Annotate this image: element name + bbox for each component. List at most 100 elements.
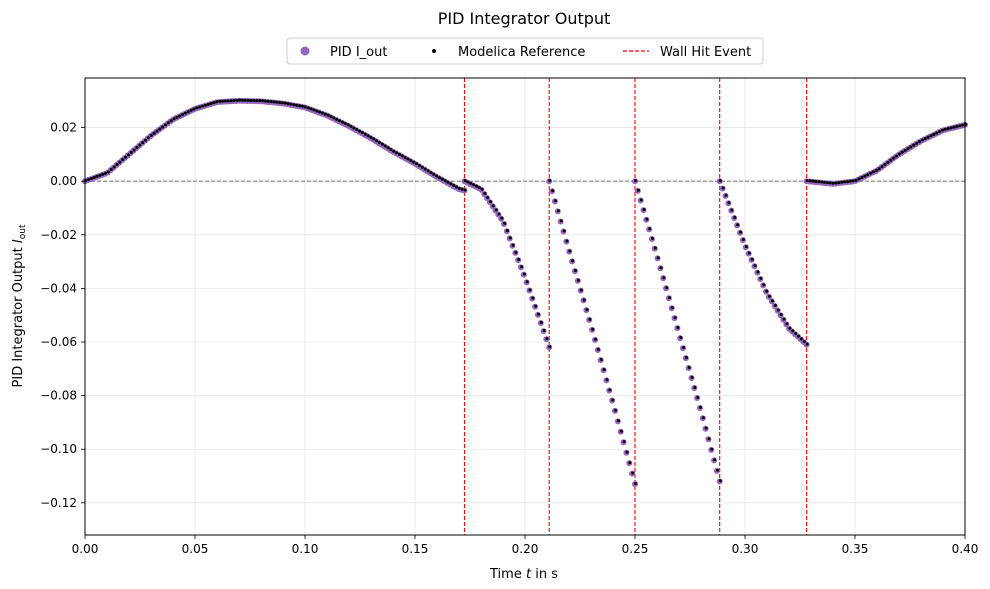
modelica-reference-point <box>380 142 384 146</box>
modelica-reference-point <box>215 100 219 104</box>
modelica-reference-point <box>710 447 714 451</box>
modelica-reference-point <box>825 181 829 185</box>
modelica-reference-point <box>397 152 401 156</box>
modelica-reference-point <box>252 99 256 103</box>
modelica-reference-point <box>360 131 364 135</box>
modelica-reference-point <box>915 141 919 145</box>
x-tick-label: 0.20 <box>512 542 539 556</box>
modelica-reference-point <box>701 416 705 420</box>
modelica-reference-point <box>571 259 575 263</box>
modelica-reference-point <box>395 151 399 155</box>
modelica-reference-point <box>309 107 313 111</box>
modelica-reference-point <box>645 217 649 221</box>
modelica-reference-point <box>415 162 419 166</box>
modelica-reference-point <box>486 196 490 200</box>
y-axis-label: PID Integrator Output Iout <box>11 224 28 387</box>
modelica-reference-point <box>497 212 501 216</box>
modelica-reference-point <box>576 278 580 282</box>
modelica-reference-point <box>739 230 743 234</box>
modelica-reference-point <box>343 122 347 126</box>
modelica-reference-point <box>718 179 722 183</box>
modelica-reference-point <box>779 313 783 317</box>
modelica-reference-point <box>466 180 470 184</box>
modelica-reference-point <box>135 146 139 150</box>
modelica-reference-point <box>625 450 629 454</box>
modelica-reference-point <box>656 256 660 260</box>
modelica-reference-point <box>295 103 299 107</box>
y-tick-label: 0.02 <box>50 121 77 135</box>
modelica-reference-point <box>400 154 404 158</box>
modelica-reference-point <box>178 114 182 118</box>
modelica-reference-point <box>918 140 922 144</box>
modelica-reference-point <box>869 171 873 175</box>
modelica-reference-point <box>897 152 901 156</box>
x-tick-label: 0.05 <box>182 542 209 556</box>
modelica-reference-point <box>463 188 467 192</box>
modelica-reference-point <box>665 286 669 290</box>
modelica-reference-point <box>155 129 159 133</box>
modelica-reference-point <box>805 342 809 346</box>
modelica-reference-point <box>747 251 751 255</box>
modelica-reference-point <box>811 179 815 183</box>
modelica-reference-point <box>446 180 450 184</box>
legend-label-wall-hit-event: Wall Hit Event <box>660 45 751 60</box>
y-tick-label: 0.00 <box>50 174 77 188</box>
modelica-reference-point <box>452 183 456 187</box>
modelica-reference-point <box>183 111 187 115</box>
modelica-reference-point <box>463 179 467 183</box>
modelica-reference-point <box>559 219 563 223</box>
modelica-reference-point <box>682 345 686 349</box>
modelica-reference-point <box>201 104 205 108</box>
modelica-reference-point <box>605 378 609 382</box>
modelica-reference-point <box>118 160 122 164</box>
modelica-reference-point <box>651 236 655 240</box>
modelica-reference-point <box>920 138 924 142</box>
modelica-reference-point <box>292 103 296 107</box>
modelica-reference-point <box>258 99 262 103</box>
modelica-reference-point <box>121 158 125 162</box>
modelica-reference-point <box>283 101 287 105</box>
modelica-reference-point <box>457 187 461 191</box>
legend-box <box>286 37 764 65</box>
modelica-reference-point <box>676 326 680 330</box>
modelica-reference-point <box>938 130 942 134</box>
modelica-reference-point <box>585 308 589 312</box>
axis-ticks: 0.00 0.05 0.10 0.15 0.20 0.25 0.30 0.35 0.40 0.02… <box>40 121 978 556</box>
y-tick-label: −0.12 <box>40 496 77 510</box>
modelica-reference-point <box>480 187 484 191</box>
legend-item-pid-iout: PID I_out <box>300 45 387 60</box>
modelica-reference-point <box>596 347 600 351</box>
modelica-reference-point <box>848 179 852 183</box>
modelica-reference-point <box>349 124 353 128</box>
modelica-reference-point <box>727 201 731 205</box>
modelica-reference-point <box>469 181 473 185</box>
modelica-reference-point <box>86 178 90 182</box>
modelica-reference-point <box>528 288 532 292</box>
modelica-reference-point <box>340 120 344 124</box>
modelica-reference-point <box>741 238 745 242</box>
modelica-reference-point <box>437 176 441 180</box>
modelica-reference-point <box>892 156 896 160</box>
legend: PID I_out Modelica Reference Wall Hit Ev… <box>286 37 764 65</box>
modelica-reference-point <box>389 147 393 151</box>
chart-title: PID Integrator Output <box>438 9 611 28</box>
modelica-reference-point <box>759 276 763 280</box>
modelica-reference-point <box>871 170 875 174</box>
modelica-reference-point <box>929 134 933 138</box>
modelica-reference-point <box>539 320 543 324</box>
modelica-reference-point <box>602 368 606 372</box>
modelica-reference-point <box>232 99 236 103</box>
legend-label-modelica-reference: Modelica Reference <box>458 45 585 60</box>
modelica-reference-point <box>634 179 638 183</box>
modelica-reference-point <box>477 185 481 189</box>
modelica-reference-point <box>417 164 421 168</box>
modelica-reference-point <box>860 176 864 180</box>
modelica-reference-point <box>594 337 598 341</box>
modelica-reference-point <box>765 289 769 293</box>
modelica-reference-point <box>166 121 170 125</box>
modelica-reference-point <box>880 165 884 169</box>
modelica-reference-point <box>776 308 780 312</box>
modelica-reference-point <box>115 163 119 167</box>
modelica-reference-point <box>713 458 717 462</box>
modelica-reference-point <box>306 106 310 110</box>
